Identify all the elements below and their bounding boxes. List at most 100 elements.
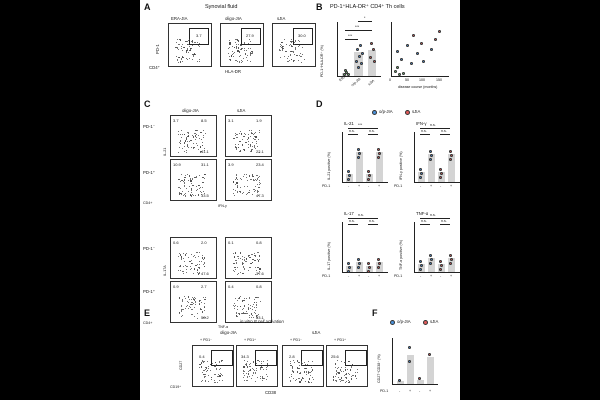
gate-box: [189, 28, 209, 45]
cell-dot: [254, 372, 257, 374]
sig-label: n.s.: [441, 129, 447, 133]
data-point: [400, 58, 404, 62]
cell-dot: [201, 257, 203, 259]
pd1-sign: +: [378, 274, 381, 278]
cell-dot: [257, 138, 259, 140]
data-point: [450, 154, 454, 158]
cell-dot: [246, 139, 248, 141]
cell-dot: [191, 313, 194, 315]
cell-dot: [258, 313, 260, 315]
cell-dot: [233, 181, 235, 183]
cell-dot: [243, 300, 245, 302]
cell-dot: [254, 371, 256, 373]
cell-dot: [187, 145, 189, 147]
cell-dot: [181, 130, 183, 132]
cell-dot: [254, 260, 256, 262]
cell-dot: [189, 260, 191, 262]
cell-dot: [210, 369, 212, 372]
cell-dot: [198, 61, 201, 63]
cell-dot: [210, 364, 213, 366]
cell-dot: [253, 188, 255, 190]
cell-dot: [234, 268, 236, 270]
cell-dot: [190, 269, 192, 271]
data-point: [367, 170, 371, 174]
cell-dot: [245, 141, 247, 143]
cell-dot: [243, 149, 245, 151]
sig-bracket: [348, 218, 378, 219]
cell-dot: [200, 299, 202, 301]
cell-dot: [243, 267, 246, 270]
cell-dot: [188, 141, 190, 143]
cell-dot: [189, 305, 191, 308]
cell-dot: [184, 177, 186, 179]
cell-dot: [221, 361, 223, 363]
cell-dot: [348, 360, 350, 362]
cell-dot: [215, 364, 217, 366]
data-point: [347, 73, 351, 77]
cell-dot: [298, 44, 301, 46]
cell-dot: [243, 297, 245, 299]
cell-dot: [244, 133, 246, 135]
cell-dot: [233, 302, 235, 304]
flow-plot-c7: 0.9 2.7 58.2: [170, 281, 217, 323]
cell-dot: [248, 42, 250, 44]
cell-dot: [204, 299, 206, 301]
bar-sjia: [368, 50, 376, 76]
cell-dot: [213, 373, 215, 375]
cell-dot: [307, 364, 309, 366]
cell-dot: [233, 252, 235, 254]
data-point: [398, 73, 402, 77]
bar: [428, 258, 435, 272]
cell-dot: [250, 304, 252, 306]
data-point: [378, 152, 382, 156]
cell-dot: [181, 271, 183, 273]
cell-dot: [214, 373, 216, 375]
cell-dot: [199, 190, 201, 192]
cell-dot: [257, 252, 259, 254]
cell-dot: [254, 313, 257, 315]
data-point: [449, 158, 453, 162]
cell-dot: [193, 300, 196, 302]
cell-dot: [341, 361, 343, 363]
panel-e-cond-1: + PD1⁻: [200, 338, 212, 342]
cell-dot: [195, 41, 197, 43]
cell-dot: [192, 55, 194, 57]
cell-dot: [350, 369, 352, 371]
cell-dot: [202, 145, 204, 147]
cell-dot: [198, 272, 200, 274]
cell-dot: [243, 185, 245, 187]
panel-f-pd1-sign: +: [409, 389, 412, 393]
flow-plot-e4: 25.6: [326, 345, 368, 387]
cell-dot: [190, 267, 192, 269]
data-point: [359, 44, 363, 48]
data-point: [377, 156, 381, 160]
cell-dot: [252, 149, 254, 151]
cell-dot: [202, 263, 204, 266]
cell-dot: [181, 137, 183, 139]
cell-dot: [183, 272, 185, 274]
cell-dot: [239, 44, 241, 46]
cell-dot: [290, 42, 293, 44]
cell-dot: [237, 39, 239, 41]
cell-dot: [197, 273, 199, 275]
legend-blue-dot: [390, 320, 395, 325]
data-point: [355, 60, 359, 64]
cell-dot: [190, 47, 192, 50]
bar: [356, 152, 363, 182]
data-point: [449, 262, 453, 266]
cell-dot: [290, 38, 292, 40]
cell-dot: [229, 59, 231, 61]
cell-dot: [236, 185, 238, 187]
cell-dot: [338, 378, 340, 381]
panel-f-pd1-sign: -: [399, 389, 401, 393]
subpanel-yaxis: [342, 132, 343, 182]
cell-dot: [197, 149, 199, 151]
cell-dot: [252, 258, 254, 260]
cell-dot: [298, 378, 301, 380]
cell-dot: [242, 144, 244, 146]
cell-dot: [180, 257, 183, 260]
cell-dot: [186, 136, 188, 139]
cell-dot: [233, 256, 235, 258]
cell-dot: [203, 307, 205, 309]
cell-dot: [286, 60, 288, 62]
